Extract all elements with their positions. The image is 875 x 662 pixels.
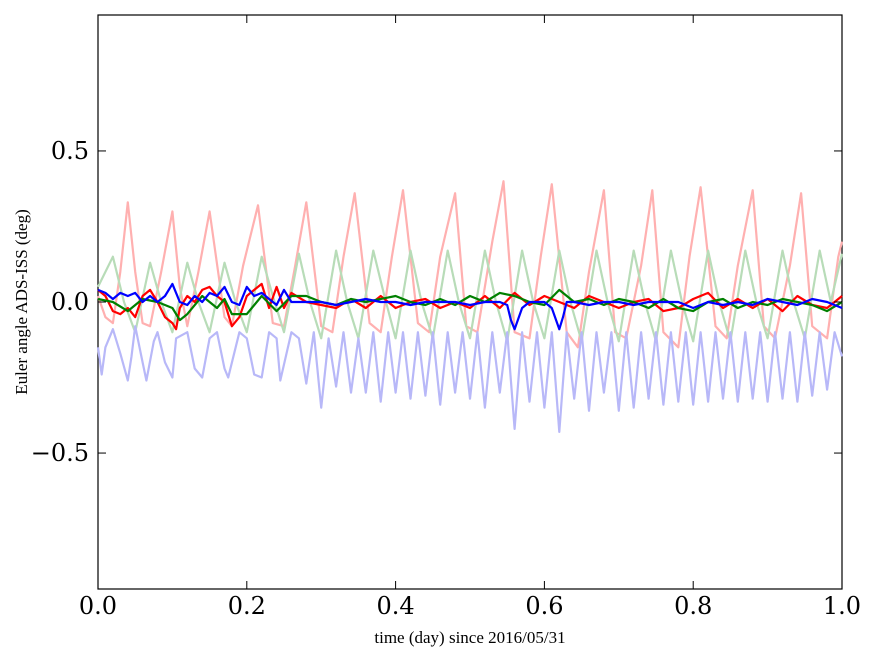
series-layer [96, 180, 844, 433]
x-tick-label: 0.0 [79, 592, 117, 620]
y-tick-label: −0.5 [31, 439, 89, 467]
x-tick-label: 0.4 [377, 592, 415, 620]
series-line-2 [97, 249, 844, 343]
tick-layer: 0.0 0.2 0.4 0.6 0.8 1.0 0.5 0.0 −0.5 [31, 15, 861, 620]
y-tick-label: 0.0 [51, 288, 89, 316]
x-tick-label: 0.2 [228, 592, 266, 620]
x-tick-label: 1.0 [823, 592, 861, 620]
x-axis-label: time (day) since 2016/05/31 [374, 628, 565, 647]
x-tick-label: 0.8 [674, 592, 712, 620]
x-tick-label: 0.6 [525, 592, 563, 620]
series-line-1 [96, 180, 844, 349]
y-tick-label: 0.5 [51, 137, 89, 165]
series-line-6 [97, 282, 843, 331]
y-axis-label: Euler angle ADS-ISS (deg) [12, 209, 31, 395]
series-line-3 [96, 325, 844, 433]
